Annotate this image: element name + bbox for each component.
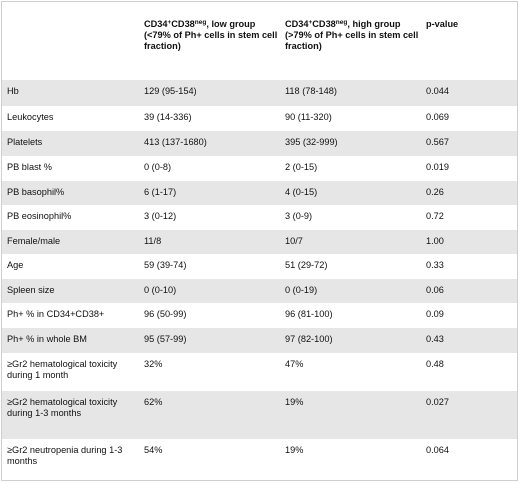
table-row: Spleen size 0 (0-10) 0 (0-19) 0.06 xyxy=(2,279,517,303)
cell-p: 0.069 xyxy=(426,112,449,122)
row-label: Age xyxy=(7,260,24,270)
cell-p: 0.48 xyxy=(426,359,444,369)
header-low-group: CD34+CD38neg, low group (<79% of Ph+ cel… xyxy=(144,19,278,51)
row-label: PB blast % xyxy=(7,162,52,172)
cell-high: 10/7 xyxy=(280,230,421,254)
cell-low: 95 (57-99) xyxy=(139,328,280,353)
cell-low: 11/8 xyxy=(139,230,280,254)
cell-p: 0.43 xyxy=(421,328,517,353)
row-label: PB eosinophil% xyxy=(7,211,72,221)
row-label: Spleen size xyxy=(2,279,139,303)
cell-high: 0 (0-19) xyxy=(280,279,421,303)
cell-high: 395 (32-999) xyxy=(280,131,421,156)
table-row: ≥Gr2 neutropenia during 1-3 months 54% 1… xyxy=(2,439,517,480)
header-p-value: p-value xyxy=(426,19,459,29)
cell-high: 96 (81-100) xyxy=(285,309,333,319)
cell-low: 62% xyxy=(139,391,280,439)
cell-high: 19% xyxy=(280,391,421,439)
table-row: PB blast % 0 (0-8) 2 (0-15) 0.019 xyxy=(2,156,517,181)
table-header-row: CD34+CD38neg, low group (<79% of Ph+ cel… xyxy=(2,2,517,80)
table-row: PB eosinophil% 3 (0-12) 3 (0-9) 0.72 xyxy=(2,205,517,230)
cell-low: 3 (0-12) xyxy=(144,211,177,221)
cell-high: 118 (78-148) xyxy=(280,80,421,106)
cell-low: 413 (137-1680) xyxy=(139,131,280,156)
row-label: ≥Gr2 neutropenia during 1-3 months xyxy=(7,445,123,466)
row-label: Leukocytes xyxy=(7,112,54,122)
table-row: Platelets 413 (137-1680) 395 (32-999) 0.… xyxy=(2,131,517,156)
table-row: Hb 129 (95-154) 118 (78-148) 0.044 xyxy=(2,80,517,106)
table-row: Ph+ % in whole BM 95 (57-99) 97 (82-100)… xyxy=(2,328,517,353)
cell-p: 0.72 xyxy=(426,211,444,221)
cell-low: 0 (0-8) xyxy=(144,162,172,172)
cell-low: 129 (95-154) xyxy=(139,80,280,106)
table-row: ≥Gr2 hematological toxicity during 1 mon… xyxy=(2,353,517,391)
cell-p: 0.06 xyxy=(421,279,517,303)
cell-high: 2 (0-15) xyxy=(285,162,318,172)
cell-p: 0.33 xyxy=(426,260,444,270)
cell-low: 6 (1-17) xyxy=(139,181,280,205)
table-row: Ph+ % in CD34+CD38+ 96 (50-99) 96 (81-10… xyxy=(2,303,517,328)
cell-high: 97 (82-100) xyxy=(280,328,421,353)
cell-p: 1.00 xyxy=(421,230,517,254)
cell-low: 0 (0-10) xyxy=(139,279,280,303)
cell-low: 32% xyxy=(144,359,163,369)
header-high-group: CD34+CD38neg, high group (>79% of Ph+ ce… xyxy=(285,19,419,51)
cell-high: 47% xyxy=(285,359,304,369)
row-label: Hb xyxy=(2,80,139,106)
cell-high: 3 (0-9) xyxy=(285,211,313,221)
cell-p: 0.027 xyxy=(421,391,517,439)
cell-p: 0.567 xyxy=(421,131,517,156)
row-label: ≥Gr2 hematological toxicity during 1-3 m… xyxy=(2,391,139,439)
cell-p: 0.26 xyxy=(421,181,517,205)
cell-high: 19% xyxy=(285,445,304,455)
cell-high: 4 (0-15) xyxy=(280,181,421,205)
cell-low: 59 (39-74) xyxy=(144,260,187,270)
table-row: Age 59 (39-74) 51 (29-72) 0.33 xyxy=(2,254,517,279)
cell-high: 90 (11-320) xyxy=(285,112,332,122)
row-label: Ph+ % in whole BM xyxy=(2,328,139,353)
row-label: ≥Gr2 hematological toxicity during 1 mon… xyxy=(7,359,118,380)
cell-p: 0.09 xyxy=(426,309,444,319)
table-row: Leukocytes 39 (14-336) 90 (11-320) 0.069 xyxy=(2,106,517,131)
cell-p: 0.044 xyxy=(421,80,517,106)
row-label: Platelets xyxy=(2,131,139,156)
table-row: PB basophil% 6 (1-17) 4 (0-15) 0.26 xyxy=(2,181,517,205)
cell-low: 54% xyxy=(144,445,163,455)
header-variable xyxy=(2,2,139,80)
row-label: Ph+ % in CD34+CD38+ xyxy=(7,309,105,319)
table-row: ≥Gr2 hematological toxicity during 1-3 m… xyxy=(2,391,517,439)
row-label: Female/male xyxy=(2,230,139,254)
cell-p: 0.064 xyxy=(426,445,449,455)
table-row: Female/male 11/8 10/7 1.00 xyxy=(2,230,517,254)
cell-p: 0.019 xyxy=(426,162,449,172)
row-label: PB basophil% xyxy=(2,181,139,205)
cell-low: 39 (14-336) xyxy=(144,112,192,122)
cell-low: 96 (50-99) xyxy=(144,309,187,319)
cell-high: 51 (29-72) xyxy=(285,260,328,270)
